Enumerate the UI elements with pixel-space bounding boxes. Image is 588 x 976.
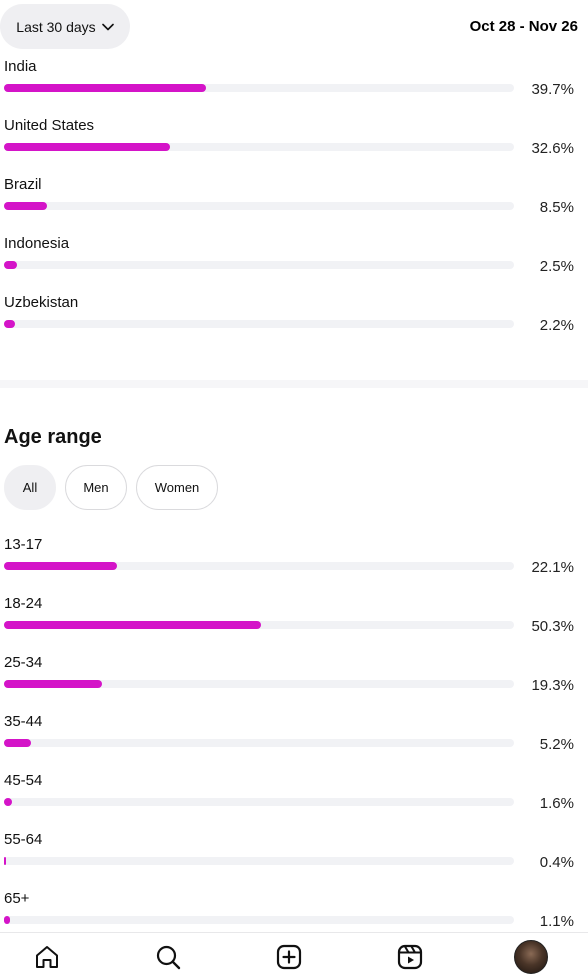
country-row: India 39.7% [4, 58, 578, 108]
age-label: 18-24 [4, 595, 43, 612]
age-label: 65+ [4, 890, 30, 907]
country-row: Brazil 8.5% [4, 176, 578, 226]
country-row: Uzbekistan 2.2% [4, 294, 578, 344]
country-percentage: 39.7% [531, 81, 574, 98]
bottom-navigation [0, 932, 588, 976]
age-bar-fill [4, 680, 102, 688]
age-bar-fill [4, 916, 10, 924]
age-percentage: 22.1% [531, 559, 574, 576]
header: Last 30 days Oct 28 - Nov 26 [0, 0, 588, 60]
age-range-title: Age range [4, 426, 102, 448]
age-label: 13-17 [4, 536, 43, 553]
age-bar-fill [4, 857, 6, 865]
age-label: 45-54 [4, 772, 43, 789]
country-row: United States 32.6% [4, 117, 578, 167]
age-percentage: 50.3% [531, 618, 574, 635]
country-percentage: 32.6% [531, 140, 574, 157]
age-percentage: 19.3% [531, 677, 574, 694]
filter-women-chip[interactable]: Women [136, 465, 218, 510]
home-icon[interactable] [33, 943, 61, 971]
age-row: 65+ 1.1% [4, 890, 578, 940]
age-row: 13-17 22.1% [4, 536, 578, 586]
age-row: 25-34 19.3% [4, 654, 578, 704]
country-label: Indonesia [4, 235, 70, 252]
section-divider [0, 380, 588, 388]
age-row: 18-24 50.3% [4, 595, 578, 645]
country-bar-fill [4, 261, 17, 269]
age-bar-fill [4, 739, 31, 747]
country-bar-track [4, 202, 514, 210]
country-percentage: 8.5% [539, 199, 574, 216]
country-bar-track [4, 143, 514, 151]
age-label: 35-44 [4, 713, 43, 730]
country-row: Indonesia 2.5% [4, 235, 578, 285]
country-percentage: 2.5% [539, 258, 574, 275]
age-bar-track [4, 857, 514, 865]
age-bar-track [4, 739, 514, 747]
date-range-dropdown-label: Last 30 days [16, 18, 96, 35]
country-percentage: 2.2% [539, 317, 574, 334]
country-label: Uzbekistan [4, 294, 79, 311]
age-percentage: 5.2% [539, 736, 574, 753]
search-icon[interactable] [154, 943, 182, 971]
reels-icon[interactable] [396, 943, 424, 971]
country-bar-fill [4, 143, 170, 151]
country-bar-track [4, 320, 514, 328]
country-bar-fill [4, 202, 47, 210]
age-row: 55-64 0.4% [4, 831, 578, 881]
age-bar-track [4, 798, 514, 806]
age-label: 55-64 [4, 831, 43, 848]
age-bar-track [4, 562, 514, 570]
country-bar-fill [4, 320, 15, 328]
date-range-dropdown[interactable]: Last 30 days [0, 4, 130, 49]
age-percentage: 1.1% [539, 913, 574, 930]
age-row: 45-54 1.6% [4, 772, 578, 822]
age-row: 35-44 5.2% [4, 713, 578, 763]
age-bar-fill [4, 562, 117, 570]
create-icon[interactable] [275, 943, 303, 971]
date-range-text: Oct 28 - Nov 26 [469, 18, 578, 35]
filter-men-chip[interactable]: Men [65, 465, 127, 510]
age-percentage: 1.6% [539, 795, 574, 812]
gender-filter-group: All Men Women [4, 465, 218, 510]
age-bar-track [4, 916, 514, 924]
country-bar-fill [4, 84, 206, 92]
age-bar-fill [4, 621, 261, 629]
age-bar-track [4, 621, 514, 629]
chevron-down-icon [101, 23, 114, 30]
country-label: India [4, 58, 37, 75]
filter-all-chip[interactable]: All [4, 465, 56, 510]
age-label: 25-34 [4, 654, 43, 671]
country-bar-track [4, 261, 514, 269]
profile-avatar[interactable] [514, 940, 548, 974]
age-bar-fill [4, 798, 12, 806]
country-bar-track [4, 84, 514, 92]
country-label: United States [4, 117, 95, 134]
country-label: Brazil [4, 176, 42, 193]
age-bar-track [4, 680, 514, 688]
age-percentage: 0.4% [539, 854, 574, 871]
